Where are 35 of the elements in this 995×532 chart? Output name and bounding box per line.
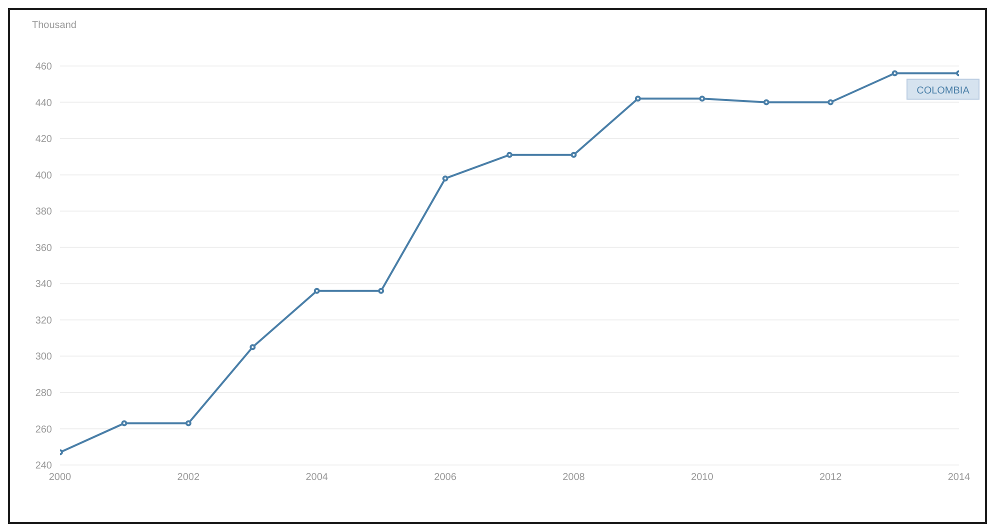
y-tick-label: 300 (35, 352, 52, 363)
point (634, 96, 641, 102)
x-tick-label: 2012 (819, 472, 842, 484)
x-tick-label: 2006 (434, 472, 457, 484)
x-tick-label: 2000 (48, 472, 72, 484)
x-tick-label: 2014 (948, 472, 971, 484)
y-tick-label: 400 (35, 170, 52, 182)
point (570, 152, 577, 158)
point (892, 70, 898, 76)
point (442, 175, 448, 182)
y-tick-label: 360 (35, 242, 52, 254)
y-tick-label: 320 (35, 315, 52, 326)
point (314, 288, 320, 294)
y-tick-label: 260 (35, 424, 52, 436)
y-axis-title: Thousand (32, 20, 76, 31)
point (378, 288, 384, 294)
point (828, 99, 834, 106)
y-tick-label: 340 (35, 279, 52, 290)
series-label: COLOMBIA (916, 85, 970, 96)
y-tick-label: 440 (35, 98, 52, 109)
y-tick-label: 420 (35, 134, 52, 146)
point (763, 99, 770, 106)
y-tick-label: 460 (35, 62, 52, 73)
x-tick-label: 2008 (562, 472, 586, 484)
point (699, 96, 706, 102)
y-tick-label: 240 (35, 460, 52, 472)
point (506, 152, 512, 158)
x-tick-label: 2004 (306, 472, 328, 484)
point (121, 420, 128, 426)
point (185, 420, 192, 426)
point (250, 344, 256, 350)
x-tick-label: 2002 (177, 472, 200, 484)
x-tick-label: 2010 (691, 472, 714, 484)
y-tick-label: 380 (35, 206, 52, 218)
y-tick-label: 280 (35, 388, 52, 400)
